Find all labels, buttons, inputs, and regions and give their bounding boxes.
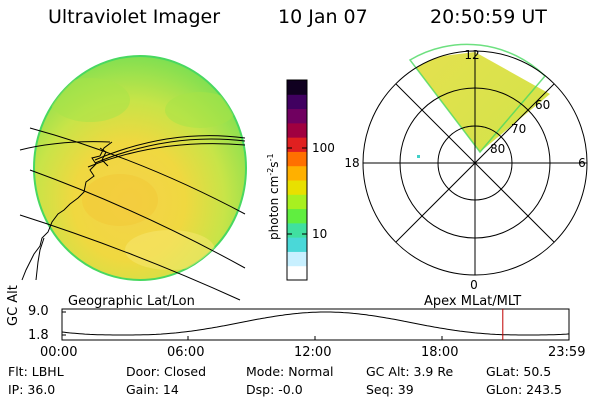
info-filter: Flt: LBHL	[8, 364, 64, 379]
colorbar-segment	[287, 180, 307, 195]
info-dsp: Dsp: -0.0	[246, 382, 303, 397]
mlt-label-18: 18	[344, 156, 359, 170]
colorbar	[287, 80, 307, 281]
polar-plot	[362, 43, 588, 276]
xtick-2359: 23:59	[548, 345, 586, 360]
colorbar-segment	[287, 137, 307, 152]
colorbar-segment	[287, 80, 307, 95]
time-label: 20:50:59 UT	[430, 6, 547, 28]
geographic-grid	[19, 127, 246, 301]
info-glon: GLon: 243.5	[486, 382, 562, 397]
mlt-label-12: 12	[464, 48, 479, 62]
colorbar-segment	[287, 94, 307, 110]
info-glat: GLat: 50.5	[486, 364, 552, 379]
colorbar-segment	[287, 122, 307, 138]
geographic-image	[33, 55, 247, 281]
colorbar-segment	[287, 108, 307, 124]
mlt-label-0: 0	[470, 278, 478, 292]
xtick-1200: 12:00	[294, 345, 332, 360]
mlt-label-6: 6	[578, 156, 586, 170]
altitude-timeline	[61, 308, 570, 341]
colorbar-segment	[287, 265, 307, 281]
ytick-9: 9.0	[28, 304, 49, 319]
info-door: Door: Closed	[126, 364, 207, 379]
info-mode: Mode: Normal	[246, 364, 334, 379]
xtick-1800: 18:00	[421, 345, 459, 360]
colorbar-segment	[287, 208, 307, 224]
colorbar-segment	[287, 165, 307, 181]
lat-label-60: 60	[535, 98, 550, 112]
info-gain: Gain: 14	[126, 382, 179, 397]
colorbar-segment	[287, 237, 307, 252]
lat-label-70: 70	[511, 122, 526, 136]
geographic-label: Geographic Lat/Lon	[68, 294, 195, 309]
colorbar-segment	[287, 194, 307, 210]
apex-label: Apex MLat/MLT	[424, 294, 522, 309]
info-ip: IP: 36.0	[8, 382, 56, 397]
timeline-ylabel: GC Alt	[6, 285, 21, 326]
colorbar-unit: photon cm-2s-1	[266, 153, 281, 240]
colorbar-segment	[287, 222, 307, 238]
colorbar-label-10: 10	[312, 227, 327, 241]
coastline	[21, 141, 113, 281]
xtick-0600: 06:00	[167, 345, 205, 360]
date-label: 10 Jan 07	[278, 6, 368, 28]
info-gc-alt: GC Alt: 3.9 Re	[366, 364, 454, 379]
colorbar-segment	[287, 151, 307, 167]
colorbar-segment	[287, 251, 307, 267]
instrument-title: Ultraviolet Imager	[48, 6, 221, 28]
colorbar-label-100: 100	[312, 141, 335, 155]
colorbar-frame	[286, 79, 308, 281]
info-seq: Seq: 39	[366, 382, 414, 397]
ytick-1-8: 1.8	[28, 328, 49, 343]
xtick-0000: 00:00	[40, 345, 78, 360]
lat-label-80: 80	[490, 142, 505, 156]
